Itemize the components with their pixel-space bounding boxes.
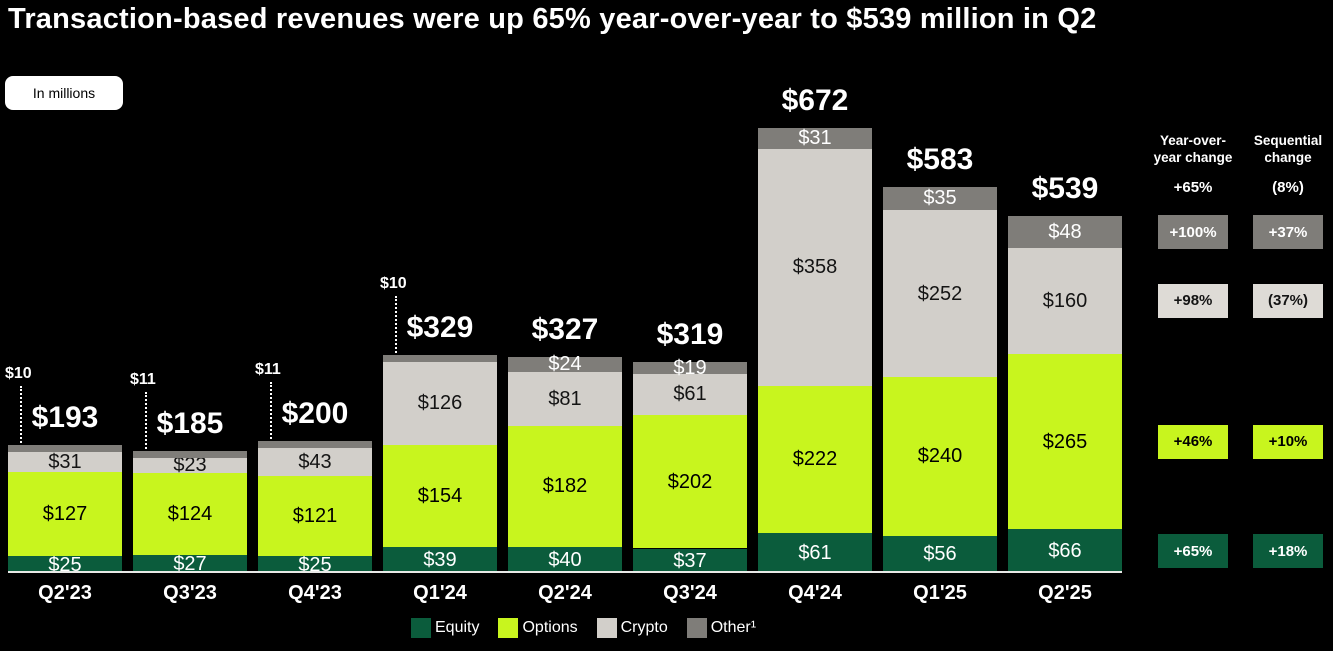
bar-Q4'24-segment-other: $31 [758, 128, 872, 149]
bar-Q1'24-total-label: $329 [406, 311, 474, 345]
bar-Q3'23-segment-other [133, 450, 247, 458]
bar-Q3'24-segment-other: $19 [633, 358, 747, 378]
bar-Q3'24-total-label: $319 [656, 317, 724, 351]
change-box-yoy-options: +46% [1158, 424, 1228, 459]
bar-Q2'23-other-callout-label: $10 [5, 365, 32, 383]
bar-Q1'25-segment-equity: $56 [883, 535, 997, 573]
change-box-sequential-equity: +18% [1253, 534, 1323, 569]
change-box-sequential-options: +10% [1253, 424, 1323, 459]
bar-Q2'24-total-label: $327 [531, 312, 599, 346]
bar-Q3'23-other-callout-label: $11 [130, 370, 156, 388]
bar-Q3'24-segment-options: $202 [633, 414, 747, 549]
legend-item-label: Equity [435, 619, 480, 636]
bar-Q4'24-segment-crypto: $358 [758, 148, 872, 386]
bar-Q1'25-segment-other: $35 [883, 186, 997, 211]
bar-Q3'24-segment-equity: $37 [633, 548, 747, 573]
change-column-header-sequential: Sequential change [1253, 133, 1323, 165]
change-column-total-yoy: +65% [1173, 179, 1213, 196]
bar-Q1'24-segment-other [383, 355, 497, 362]
bar-Q4'23-other-callout-line [270, 381, 272, 439]
legend-item-crypto: Crypto [596, 618, 668, 638]
bar-Q2'23-segment-equity: $25 [8, 555, 122, 574]
x-axis-label-Q1'25: Q1'25 [913, 582, 967, 604]
legend-item-other: Other¹ [686, 618, 757, 638]
change-box-yoy-equity: +65% [1158, 534, 1228, 569]
bar-Q1'24-other-callout-line [395, 296, 397, 354]
bar-Q4'23-total-label: $200 [281, 396, 349, 430]
legend-item-equity: Equity [411, 618, 479, 638]
bar-Q3'23-total-label: $185 [156, 406, 224, 440]
bar-Q2'23-total-label: $193 [31, 401, 99, 435]
x-axis-label-Q2'24: Q2'24 [538, 582, 592, 604]
x-axis-label-Q4'23: Q4'23 [288, 582, 342, 604]
bar-Q2'25-total-label: $539 [1031, 172, 1099, 206]
bar-Q1'24-segment-options: $154 [383, 445, 497, 548]
bar-Q1'24-other-callout-label: $10 [380, 275, 407, 293]
change-box-sequential-other: +37% [1253, 215, 1323, 249]
legend-swatch-equity [411, 618, 431, 638]
bar-Q3'23-segment-options: $124 [133, 473, 247, 556]
bar-Q2'25-segment-crypto: $160 [1008, 247, 1122, 354]
legend-item-label: Crypto [620, 619, 668, 636]
bar-Q2'25-segment-options: $265 [1008, 353, 1122, 530]
legend-swatch-other [686, 618, 707, 638]
change-column-header-yoy: Year-over- year change [1153, 133, 1233, 165]
bar-Q2'25-segment-equity: $66 [1008, 529, 1122, 573]
x-axis-label-Q1'24: Q1'24 [413, 582, 467, 604]
bar-Q2'25-segment-other: $48 [1008, 216, 1122, 248]
bar-Q2'24-segment-equity: $40 [508, 546, 622, 573]
bar-Q3'23-other-callout-line [145, 391, 147, 449]
change-box-sequential-crypto: (37%) [1253, 283, 1323, 318]
bar-Q3'23-segment-equity: $27 [133, 554, 247, 574]
bar-Q4'24-segment-equity: $61 [758, 532, 872, 573]
page-title: Transaction-based revenues were up 65% y… [8, 3, 1097, 35]
bar-Q1'25-total-label: $583 [906, 142, 974, 176]
bar-Q2'24-segment-options: $182 [508, 426, 622, 547]
x-axis-label-Q3'23: Q3'23 [163, 582, 217, 604]
legend-swatch-options [498, 618, 519, 638]
change-box-yoy-other: +100% [1158, 215, 1228, 249]
legend-item-label: Options [522, 619, 578, 636]
bar-Q4'23-segment-options: $121 [258, 476, 372, 557]
bar-Q2'23-segment-options: $127 [8, 472, 122, 557]
bar-Q2'24-segment-crypto: $81 [508, 372, 622, 426]
bar-Q4'23-segment-crypto: $43 [258, 447, 372, 477]
bar-Q4'23-segment-other [258, 440, 372, 448]
bar-Q2'23-segment-crypto: $31 [8, 451, 122, 473]
bar-Q3'24-segment-crypto: $61 [633, 374, 747, 415]
x-axis-label-Q2'23: Q2'23 [38, 582, 92, 604]
change-column-total-sequential: (8%) [1272, 179, 1304, 196]
bar-Q1'24-segment-equity: $39 [383, 547, 497, 573]
bar-Q2'24-segment-other: $24 [508, 355, 622, 374]
bar-Q3'23-segment-crypto: $23 [133, 455, 247, 476]
in-millions-badge: In millions [5, 76, 123, 110]
change-box-yoy-crypto: +98% [1158, 283, 1228, 318]
bar-Q4'24-segment-options: $222 [758, 385, 872, 533]
x-axis-label-Q2'25: Q2'25 [1038, 582, 1092, 604]
x-axis-label-Q3'24: Q3'24 [663, 582, 717, 604]
bar-Q2'23-other-callout-line [20, 386, 22, 444]
bar-Q2'23-segment-other [8, 445, 122, 452]
bar-Q4'23-segment-equity: $25 [258, 555, 372, 574]
bar-Q4'24-total-label: $672 [781, 84, 849, 117]
x-axis-label-Q4'24: Q4'24 [788, 582, 842, 604]
bar-Q1'24-segment-crypto: $126 [383, 361, 497, 446]
legend-item-options: Options [498, 618, 578, 638]
bar-Q1'25-segment-options: $240 [883, 377, 997, 536]
legend-item-label: Other¹ [710, 619, 757, 636]
bar-Q4'23-other-callout-label: $11 [255, 360, 281, 378]
legend: Equity Options Crypto Other¹ [411, 618, 756, 638]
bar-Q1'25-segment-crypto: $252 [883, 210, 997, 377]
x-axis-line [8, 571, 1122, 573]
legend-swatch-crypto [596, 618, 617, 638]
